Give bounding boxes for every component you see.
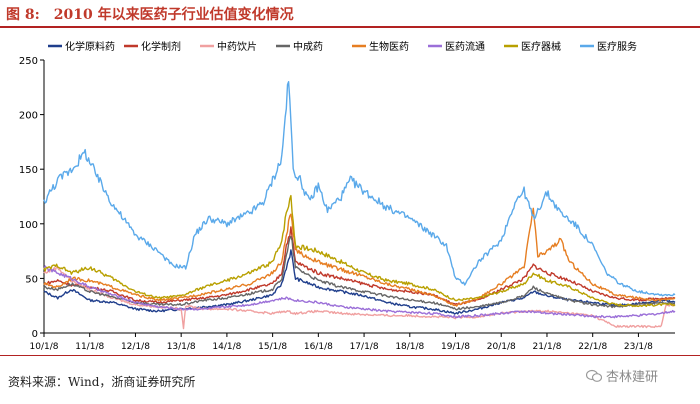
- legend-label-8: 医疗服务: [597, 40, 637, 53]
- x-tick-label: 17/1/8: [350, 342, 379, 352]
- y-tick-label: 100: [19, 220, 38, 231]
- x-tick-label: 19/1/8: [441, 342, 470, 352]
- x-tick-label: 23/1/8: [624, 342, 653, 352]
- x-tick-label: 11/1/8: [75, 342, 104, 352]
- series-line-8: [43, 81, 676, 297]
- legend-label-7: 医疗器械: [521, 40, 561, 53]
- x-tick-label: 14/1/8: [212, 342, 241, 352]
- line-chart: 0 50 100 150 200 250 10/1/8 11/1/8 12/1/8 13/1/8 1…: [19, 40, 676, 352]
- x-tick-label: 16/1/8: [304, 342, 333, 352]
- legend-label-5: 生物医药: [369, 40, 409, 53]
- x-tick-label: 21/1/8: [532, 342, 561, 352]
- x-tick-label: 18/1/8: [395, 342, 424, 352]
- x-tick-label: 13/1/8: [167, 342, 196, 352]
- watermark-text: 杏林建研: [606, 370, 659, 385]
- series-line-3: [43, 265, 675, 330]
- series-line-5: [43, 207, 676, 307]
- y-tick-label: 250: [19, 56, 38, 67]
- x-tick-label: 10/1/8: [30, 342, 59, 352]
- title-rule: [0, 26, 700, 28]
- y-tick-label: 150: [19, 165, 38, 176]
- series-line-7: [43, 194, 676, 308]
- legend-label-1: 化学原料药: [65, 40, 115, 53]
- source-rule: [0, 355, 700, 356]
- figure-title: 图 8: 2010 年以来医药子行业估值变化情况: [6, 4, 294, 24]
- legend-label-4: 中成药: [293, 40, 323, 53]
- figure-label: 图 8:: [6, 7, 40, 23]
- watermark: 杏林建研: [586, 366, 658, 385]
- figure-title-text: 2010 年以来医药子行业估值变化情况: [53, 7, 294, 23]
- x-tick-label: 12/1/8: [121, 342, 150, 352]
- wechat-icon: [586, 369, 602, 382]
- source-note: 资料来源：Wind，浙商证券研究所: [8, 375, 196, 389]
- y-tick-label: 50: [25, 274, 38, 285]
- legend-label-2: 化学制剂: [141, 40, 181, 53]
- series-line-6: [43, 265, 676, 319]
- legend-label-3: 中药饮片: [217, 40, 257, 53]
- y-tick-label: 200: [19, 111, 38, 122]
- x-tick-label: 22/1/8: [578, 342, 607, 352]
- x-tick-label: 20/1/8: [487, 342, 516, 352]
- y-tick-label: 0: [32, 329, 38, 340]
- legend-label-6: 医药流通: [445, 40, 485, 53]
- x-tick-label: 15/1/8: [258, 342, 287, 352]
- series-line-2: [43, 226, 676, 306]
